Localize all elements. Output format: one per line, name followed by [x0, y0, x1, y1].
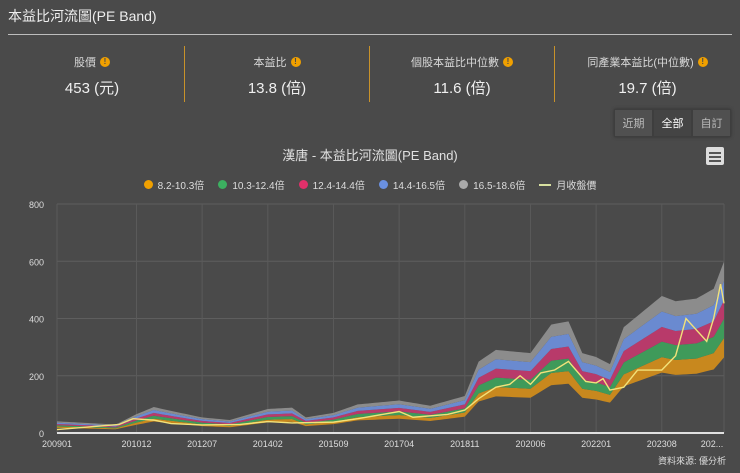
- stat-pe-median: 個股本益比中位數! 11.6 (倍): [370, 46, 555, 102]
- range-custom-button[interactable]: 自訂: [692, 109, 731, 137]
- legend-item[interactable]: 12.4-14.4倍: [298, 177, 365, 192]
- divider: [8, 34, 732, 35]
- stat-value: 11.6 (倍): [433, 80, 491, 97]
- stat-value: 13.8 (倍): [247, 80, 307, 97]
- chart-legend: 8.2-10.3倍 10.3-12.4倍 12.4-14.4倍 14.4-16.…: [0, 177, 740, 192]
- legend-item[interactable]: 14.4-16.5倍: [378, 177, 446, 192]
- stat-label: 股價: [74, 57, 96, 69]
- data-source: 資料來源: 優分析: [657, 456, 726, 466]
- x-tick-label: 201402: [253, 439, 283, 449]
- x-tick-label: 202...: [701, 439, 724, 449]
- range-recent-button[interactable]: 近期: [614, 109, 653, 137]
- legend-item[interactable]: 8.2-10.3倍: [143, 177, 205, 192]
- y-tick-label: 200: [29, 372, 44, 382]
- legend-label: 16.5-18.6倍: [473, 181, 526, 192]
- info-icon[interactable]: !: [503, 57, 513, 67]
- y-tick-label: 0: [39, 429, 44, 439]
- stat-value: 453 (元): [64, 80, 120, 97]
- legend-label: 14.4-16.5倍: [392, 181, 446, 192]
- stat-price: 股價! 453 (元): [0, 46, 185, 102]
- stat-industry-pe: 同產業本益比(中位數)! 19.7 (倍): [555, 46, 740, 102]
- x-tick-label: 201704: [384, 439, 414, 449]
- x-tick-label: 201012: [121, 439, 151, 449]
- legend-label: 10.3-12.4倍: [232, 181, 285, 192]
- legend-item[interactable]: 月收盤價: [539, 177, 596, 192]
- hamburger-menu-icon[interactable]: [706, 147, 724, 165]
- info-icon[interactable]: !: [100, 57, 110, 67]
- stat-label: 同產業本益比(中位數): [587, 57, 694, 69]
- y-tick-label: 600: [29, 257, 44, 267]
- x-tick-label: 202201: [581, 439, 611, 449]
- legend-label: 月收盤價: [556, 181, 597, 192]
- stat-value: 19.7 (倍): [618, 80, 677, 97]
- info-icon[interactable]: !: [290, 57, 301, 67]
- stat-label: 個股本益比中位數: [411, 57, 499, 69]
- legend-label: 12.4-14.4倍: [312, 181, 365, 192]
- x-tick-label: 201811: [450, 439, 479, 449]
- range-buttons: 近期 全部 自訂: [614, 109, 731, 137]
- legend-item[interactable]: 10.3-12.4倍: [218, 177, 285, 192]
- y-tick-label: 800: [29, 200, 44, 210]
- price-line: [56, 284, 725, 431]
- stat-label: 本益比: [253, 57, 287, 69]
- range-all-button[interactable]: 全部: [653, 109, 692, 137]
- info-icon[interactable]: !: [697, 57, 708, 67]
- chart-title: 漢唐 - 本益比河流圖(PE Band): [282, 148, 458, 163]
- x-tick-label: 201207: [187, 439, 217, 449]
- y-tick-label: 400: [29, 315, 44, 325]
- legend-label: 8.2-10.3倍: [157, 181, 205, 192]
- x-tick-label: 202006: [515, 439, 545, 449]
- legend-item[interactable]: 16.5-18.6倍: [459, 177, 525, 192]
- x-tick-label: 200901: [42, 439, 72, 449]
- x-tick-label: 202308: [647, 439, 677, 449]
- page-title: 本益比河流圖(PE Band): [8, 8, 157, 24]
- x-tick-label: 201509: [318, 439, 348, 449]
- stat-pe: 本益比! 13.8 (倍): [185, 46, 370, 102]
- stats-row: 股價! 453 (元) 本益比! 13.8 (倍) 個股本益比中位數! 11.6 (倍…: [0, 46, 740, 102]
